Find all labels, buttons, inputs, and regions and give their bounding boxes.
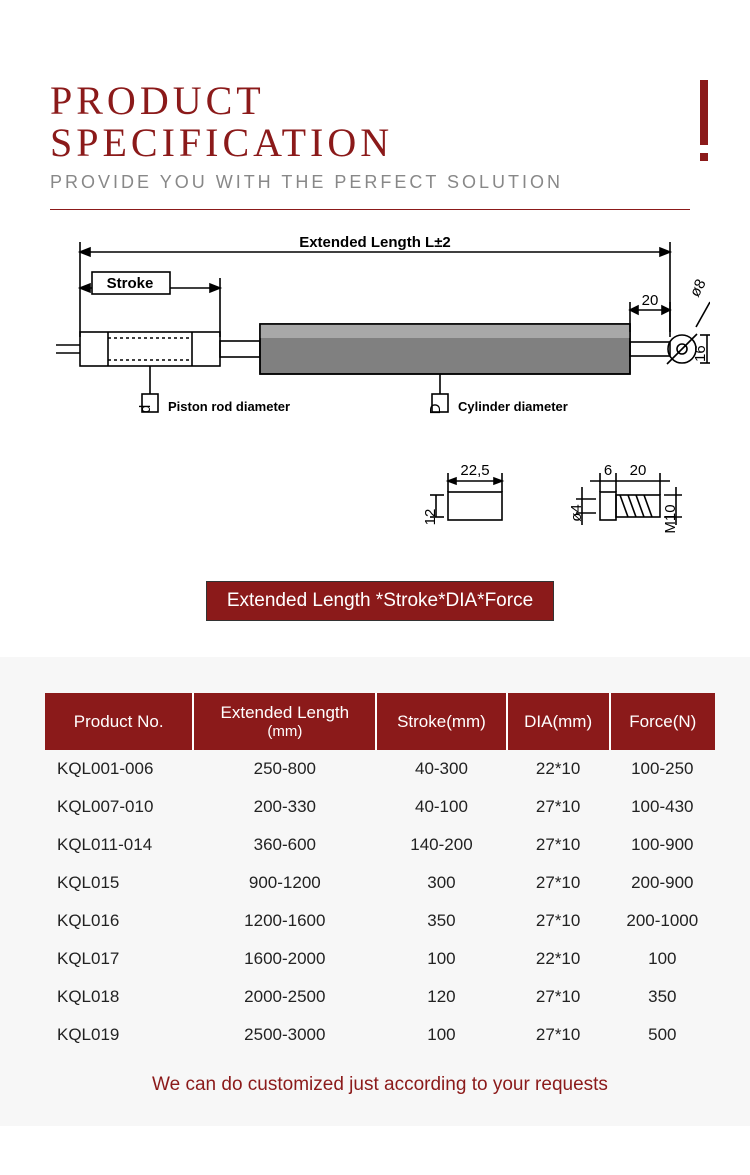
table-cell: 100-250 [610, 750, 715, 788]
table-cell: KQL019 [45, 1016, 193, 1054]
diagram-detail-b-gap: 6 [604, 462, 612, 479]
table-cell: 100 [376, 1016, 506, 1054]
table-cell: 200-330 [193, 788, 376, 826]
table-cell: 900-1200 [193, 864, 376, 902]
table-cell: 200-1000 [610, 902, 715, 940]
table-row: KQL015900-120030027*10200-900 [45, 864, 715, 902]
diagram-detail-b-thread: M10 [662, 504, 679, 533]
table-row: KQL001-006250-80040-30022*10100-250 [45, 750, 715, 788]
table-cell: KQL001-006 [45, 750, 193, 788]
table-cell: KQL011-014 [45, 826, 193, 864]
table-cell: 2000-2500 [193, 978, 376, 1016]
table-cell: 22*10 [507, 940, 610, 978]
table-row: KQL0171600-200010022*10100 [45, 940, 715, 978]
title-line2: SPECIFICATION [50, 120, 393, 165]
table-cell: KQL018 [45, 978, 193, 1016]
spec-table-section: Product No.Extended Length(mm)Stroke(mm)… [0, 657, 750, 1126]
diagram-D-symbol: D [427, 403, 444, 414]
table-cell: 100 [610, 940, 715, 978]
table-row: KQL0161200-160035027*10200-1000 [45, 902, 715, 940]
table-cell: 200-900 [610, 864, 715, 902]
table-row: KQL0192500-300010027*10500 [45, 1016, 715, 1054]
custom-note: We can do customized just according to y… [45, 1074, 715, 1096]
table-cell: 100 [376, 940, 506, 978]
diagram-detail-a-h: 12 [422, 509, 439, 526]
formula-badge: Extended Length *Stroke*DIA*Force [206, 581, 554, 621]
diagram-stroke-label: Stroke [107, 275, 154, 292]
divider [50, 209, 690, 210]
table-cell: 27*10 [507, 978, 610, 1016]
table-cell: 140-200 [376, 826, 506, 864]
diagram-dim-tip-len: 20 [642, 292, 659, 309]
table-cell: KQL015 [45, 864, 193, 902]
table-cell: 500 [610, 1016, 715, 1054]
table-cell: KQL007-010 [45, 788, 193, 826]
table-cell: 250-800 [193, 750, 376, 788]
diagram-cylinder-label: Cylinder diameter [458, 399, 568, 414]
table-cell: 350 [376, 902, 506, 940]
spec-table: Product No.Extended Length(mm)Stroke(mm)… [45, 693, 715, 1054]
diagram-d-symbol: d [137, 405, 154, 413]
table-cell: KQL017 [45, 940, 193, 978]
table-cell: 300 [376, 864, 506, 902]
title-line1: PRODUCT [50, 78, 265, 123]
table-cell: KQL016 [45, 902, 193, 940]
table-cell: 27*10 [507, 1016, 610, 1054]
col-header: DIA(mm) [507, 693, 610, 750]
page-subtitle: PROVIDE YOU WITH THE PERFECT SOLUTION [50, 172, 710, 193]
table-cell: 27*10 [507, 864, 610, 902]
diagram-dim-tip-dia: ø8 [687, 276, 710, 299]
table-cell: 40-300 [376, 750, 506, 788]
table-cell: 1600-2000 [193, 940, 376, 978]
table-row: KQL0182000-250012027*10350 [45, 978, 715, 1016]
col-header: Extended Length(mm) [193, 693, 376, 750]
col-header: Force(N) [610, 693, 715, 750]
table-row: KQL011-014360-600140-20027*10100-900 [45, 826, 715, 864]
table-cell: 27*10 [507, 902, 610, 940]
page-title: PRODUCT SPECIFICATION [50, 80, 710, 164]
table-cell: 350 [610, 978, 715, 1016]
table-cell: 27*10 [507, 826, 610, 864]
table-cell: 40-100 [376, 788, 506, 826]
table-cell: 100-900 [610, 826, 715, 864]
diagram-extended-length-label: Extended Length L±2 [299, 234, 451, 251]
header-block: PRODUCT SPECIFICATION PROVIDE YOU WITH T… [50, 80, 710, 210]
spec-diagram: Extended Length L±2 Stroke [50, 232, 710, 552]
table-cell: 360-600 [193, 826, 376, 864]
col-header: Stroke(mm) [376, 693, 506, 750]
diagram-piston-rod-label: Piston rod diameter [168, 399, 290, 414]
col-header: Product No. [45, 693, 193, 750]
table-cell: 120 [376, 978, 506, 1016]
table-cell: 2500-3000 [193, 1016, 376, 1054]
table-cell: 22*10 [507, 750, 610, 788]
diagram-detail-a-w: 22,5 [460, 462, 489, 479]
diagram-detail-b-hole: ø4 [568, 504, 585, 522]
table-row: KQL007-010200-33040-10027*10100-430 [45, 788, 715, 826]
table-cell: 27*10 [507, 788, 610, 826]
table-cell: 1200-1600 [193, 902, 376, 940]
diagram-detail-b-len: 20 [630, 462, 647, 479]
table-cell: 100-430 [610, 788, 715, 826]
diagram-dim-tip-height: 16 [692, 345, 709, 362]
